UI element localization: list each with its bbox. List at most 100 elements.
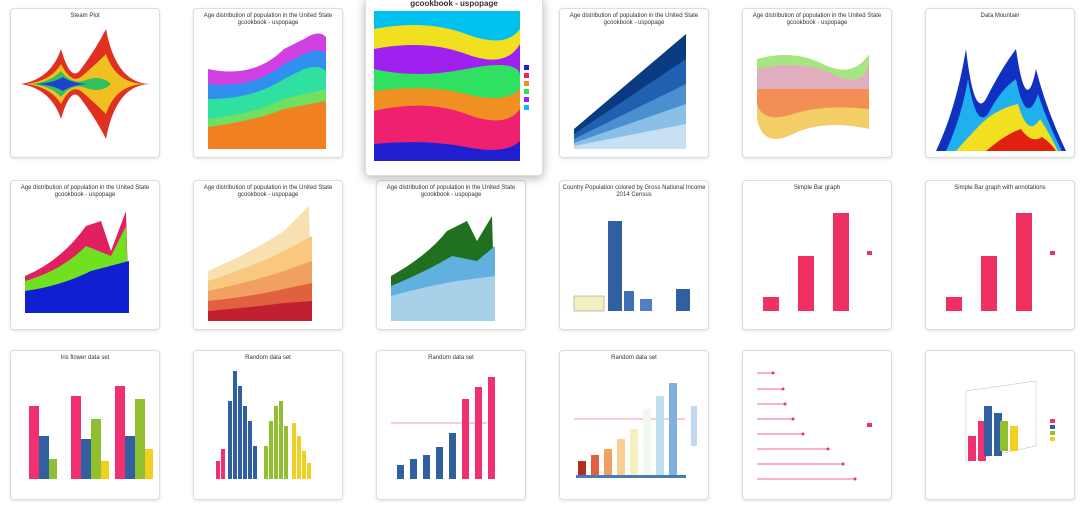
tile-title: Random data set (245, 355, 291, 361)
thumbnail (574, 34, 686, 149)
decor-rect (81, 439, 91, 479)
decor-rect (524, 73, 529, 78)
tile-hovered[interactable]: gcookbook - uspopage (365, 0, 543, 176)
decor-rect (576, 475, 686, 478)
decor-path (986, 129, 1056, 151)
tile[interactable]: Age distribution of population in the Un… (742, 8, 892, 158)
decor-rect (946, 297, 962, 311)
tile[interactable]: Random data set (376, 350, 526, 500)
decor-rect (643, 409, 651, 476)
decor-rect (624, 291, 634, 311)
decor-path (574, 124, 686, 149)
thumbnail (216, 371, 311, 479)
tile[interactable]: Age distribution of population in the Un… (559, 8, 709, 158)
decor-rect (1000, 421, 1008, 451)
decor-rect (1050, 251, 1055, 255)
decor-rect (264, 446, 268, 479)
decor-rect (253, 446, 257, 479)
decor-rect (617, 439, 625, 476)
decor-rect (833, 213, 849, 311)
decor-rect (475, 387, 482, 479)
decor-rect (604, 449, 612, 476)
decor-rect (221, 449, 225, 479)
decor-rect (238, 386, 242, 479)
decor-rect (578, 461, 586, 476)
decor-rect (640, 299, 652, 311)
decor-path (36, 77, 91, 91)
thumbnail (936, 49, 1066, 151)
tile-title: Data Mountain (980, 13, 1020, 19)
decor-rect (968, 436, 976, 461)
thumbnail (25, 211, 129, 313)
decor-rect (524, 105, 529, 110)
tile[interactable]: Random data set (193, 350, 343, 500)
thumbnail (391, 216, 495, 321)
decor-rect (423, 455, 430, 479)
decor-rect (524, 65, 529, 70)
decor-rect (228, 401, 232, 479)
decor-circle (771, 371, 775, 375)
tile-title: gcookbook - uspopage (410, 0, 498, 8)
decor-circle (853, 477, 857, 481)
decor-rect (436, 447, 443, 479)
tile-title: Simple Bar graph with annotations (954, 185, 1046, 191)
decor-rect (1050, 425, 1055, 429)
decor-rect (867, 423, 872, 427)
decor-rect (669, 383, 677, 476)
tile[interactable]: Iris flower data set (10, 350, 160, 500)
decor-rect (524, 81, 529, 86)
tile[interactable] (742, 350, 892, 500)
decor-rect (233, 371, 237, 479)
decor-path (391, 276, 495, 321)
decor-circle (826, 447, 830, 451)
thumbnail (29, 386, 153, 479)
tile-title: Iris flower data set (60, 355, 110, 361)
tile-title: Steam Plot (70, 13, 100, 19)
thumbnail (391, 377, 495, 479)
tile[interactable] (925, 350, 1075, 500)
tile[interactable]: Country Population colored by Gross Nati… (559, 180, 709, 330)
decor-rect (284, 426, 288, 479)
thumbnail (763, 213, 872, 311)
decor-rect (656, 396, 664, 476)
decor-rect (145, 449, 153, 479)
decor-rect (608, 221, 622, 311)
tile[interactable]: Simple Bar graph (742, 180, 892, 330)
tile[interactable]: Age distribution of population in the Un… (376, 180, 526, 330)
decor-rect (1050, 431, 1055, 435)
decor-path (757, 64, 869, 89)
decor-rect (763, 297, 779, 311)
decor-rect (1050, 419, 1055, 423)
decor-circle (783, 402, 787, 406)
tile[interactable]: Steam Plot (10, 8, 160, 158)
decor-rect (248, 421, 252, 479)
decor-rect (397, 465, 404, 479)
tile-subtitle: 2014 Census (616, 192, 652, 198)
thumbnail (757, 54, 869, 139)
tile[interactable]: Random data set (559, 350, 709, 500)
decor-path (757, 89, 869, 118)
tile[interactable]: Age distribution of population in the Un… (193, 8, 343, 158)
tile[interactable]: Data Mountain (925, 8, 1075, 158)
thumbnail (208, 33, 326, 149)
tile-subtitle: gcookbook - uspopage (786, 20, 848, 26)
decor-circle (801, 432, 805, 436)
decor-rect (462, 399, 469, 479)
tile-title: Random data set (611, 355, 657, 361)
decor-rect (591, 455, 599, 476)
decor-rect (488, 377, 495, 479)
tile[interactable]: Age distribution of population in the Un… (193, 180, 343, 330)
decor-path (208, 101, 326, 149)
tile[interactable]: Age distribution of population in the Un… (10, 180, 160, 330)
tile-subtitle: gcookbook - uspopage (237, 192, 299, 198)
decor-circle (841, 462, 845, 466)
decor-rect (994, 413, 1002, 456)
tile-subtitle: gcookbook - uspopage (603, 20, 665, 26)
decor-rect (573, 295, 605, 312)
tile-title: Age distribution of population in the Un… (203, 185, 333, 191)
decor-g (292, 423, 311, 479)
decor-rect (630, 429, 638, 476)
decor-rect (307, 463, 311, 479)
tile[interactable]: Simple Bar graph with annotations (925, 180, 1075, 330)
